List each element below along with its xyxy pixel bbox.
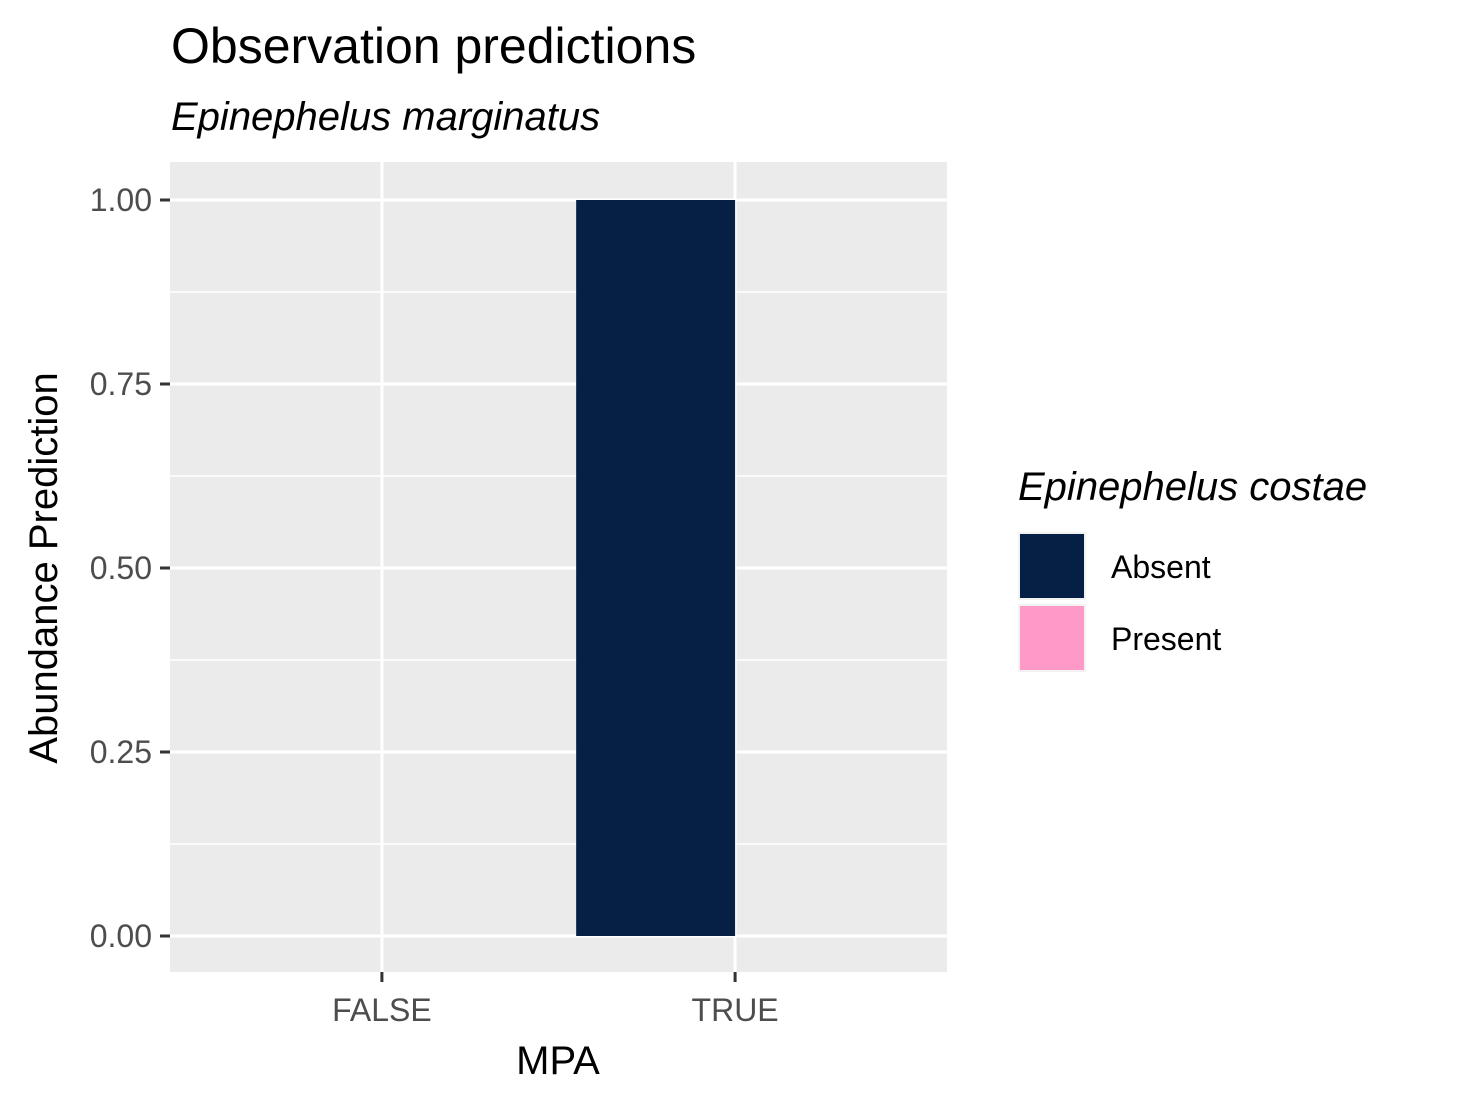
chart-subtitle: Epinephelus marginatus (171, 95, 600, 139)
legend-swatch (1020, 534, 1084, 598)
y-axis-ticks: 0.00 0.25 0.50 0.75 1.00 (90, 182, 170, 954)
y-tick-label: 1.00 (90, 182, 152, 218)
legend-label: Absent (1111, 549, 1211, 585)
y-tick-label: 0.00 (90, 918, 152, 954)
y-tick-label: 0.75 (90, 366, 152, 402)
y-axis-title: Abundance Prediction (22, 372, 66, 763)
legend-label: Present (1111, 621, 1221, 657)
bar (576, 200, 736, 936)
x-axis-ticks: FALSE TRUE (332, 972, 779, 1028)
x-tick-label: FALSE (332, 992, 432, 1028)
bars (576, 200, 736, 936)
minor-gridlines (170, 291, 947, 845)
y-tick-label: 0.50 (90, 550, 152, 586)
chart-title: Observation predictions (171, 18, 696, 74)
legend-title: Epinephelus costae (1018, 465, 1367, 509)
x-tick-label: TRUE (692, 992, 779, 1028)
legend-swatch (1020, 606, 1084, 670)
legend: Epinephelus costae Absent Present (1018, 465, 1367, 672)
x-axis-title: MPA (516, 1039, 600, 1083)
legend-entries: Absent Present (1018, 532, 1221, 672)
y-tick-label: 0.25 (90, 734, 152, 770)
